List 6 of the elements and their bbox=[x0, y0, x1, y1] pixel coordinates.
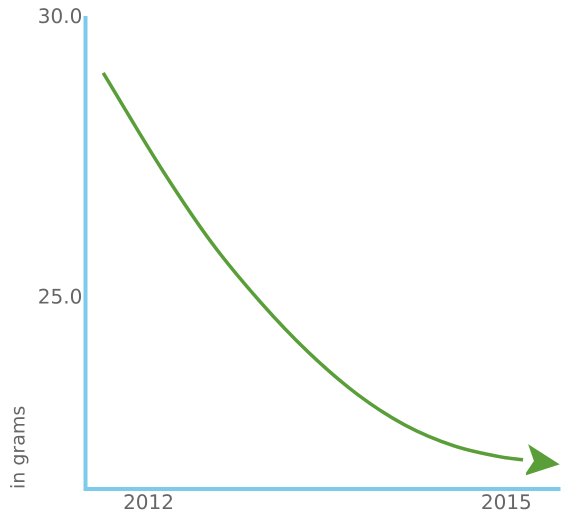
y-tick-label: 25.0 bbox=[38, 284, 82, 309]
line-series bbox=[101, 71, 525, 462]
x-tick-label: 2015 bbox=[480, 490, 532, 514]
y-axis-title: in grams bbox=[7, 406, 30, 489]
x-tick-label: 2012 bbox=[123, 490, 174, 514]
y-tick-label: 30.0 bbox=[38, 4, 82, 28]
